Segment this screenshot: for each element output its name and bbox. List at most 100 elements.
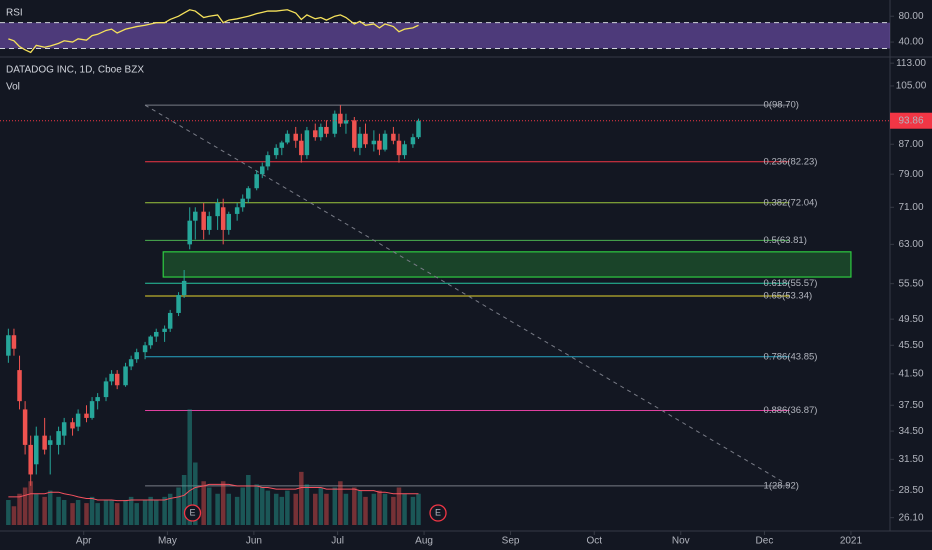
candle-body xyxy=(22,409,28,445)
event-marker xyxy=(183,504,202,522)
candle-body xyxy=(123,366,128,386)
volume-bar xyxy=(70,503,75,525)
volume-bar xyxy=(299,471,304,525)
candle-body xyxy=(313,130,318,138)
candle-body xyxy=(234,207,240,214)
candle-body xyxy=(11,335,17,349)
last-price-label: 93.86 xyxy=(898,115,923,126)
candle-body xyxy=(246,188,251,199)
fib-label: 0.65(53.34) xyxy=(764,290,813,301)
volume-bar xyxy=(128,496,134,525)
volume-bar xyxy=(28,481,33,525)
candle-body xyxy=(201,211,206,230)
candle-body xyxy=(304,130,310,156)
y-tick-label: 45.50 xyxy=(898,340,923,351)
volume-bar xyxy=(324,493,329,525)
candle-body xyxy=(193,211,198,221)
volume-bar xyxy=(416,493,421,525)
candle-body xyxy=(324,126,329,134)
candle-body xyxy=(114,373,120,386)
volume-bar xyxy=(61,500,67,525)
volume-bar xyxy=(332,487,338,525)
x-tick-label: Sep xyxy=(502,536,520,547)
volume-bar xyxy=(215,493,220,525)
volume-bar xyxy=(193,462,198,525)
candle-body xyxy=(109,373,114,382)
candle-body xyxy=(332,113,338,134)
candle-body xyxy=(17,370,22,402)
volume-bar xyxy=(402,493,407,525)
volume-bar xyxy=(265,490,271,525)
volume-bar xyxy=(123,500,128,525)
candle-body xyxy=(363,133,368,145)
fib-label: 1(28.92) xyxy=(764,480,799,491)
volume-bar xyxy=(260,487,265,525)
volume-bar xyxy=(371,493,377,525)
volume-bar xyxy=(343,493,349,525)
volume-bar xyxy=(75,500,81,525)
fib-label: 0.5(63.81) xyxy=(764,235,807,246)
volume-bar xyxy=(201,481,206,525)
volume-bar xyxy=(162,496,167,525)
volume-bar xyxy=(103,500,109,525)
volume-bar xyxy=(95,503,100,525)
volume-bar xyxy=(47,490,53,525)
volume-bar xyxy=(363,496,368,525)
x-tick-label: Jun xyxy=(246,536,262,547)
volume-bar xyxy=(391,496,396,525)
candle-body xyxy=(279,142,285,148)
volume-bar xyxy=(56,496,61,525)
volume-bar xyxy=(11,506,17,525)
candle-body xyxy=(352,120,357,148)
y-tick-label: 105.00 xyxy=(896,81,927,92)
candle-body xyxy=(240,198,245,208)
candle-body xyxy=(206,216,212,230)
x-tick-label: 2021 xyxy=(840,536,863,547)
volume-bar xyxy=(34,493,39,525)
volume-bar xyxy=(84,503,89,525)
volume-bar xyxy=(396,487,402,525)
candle-body xyxy=(34,435,39,465)
candle-body xyxy=(84,413,89,418)
fib-label: 0.786(43.85) xyxy=(764,351,818,362)
volume-bar xyxy=(142,500,148,525)
candle-body xyxy=(396,140,402,156)
candle-body xyxy=(162,328,167,332)
volume-bar xyxy=(254,484,259,525)
candle-body xyxy=(142,345,148,353)
candle-body xyxy=(391,133,396,141)
candle-body xyxy=(416,120,421,138)
fib-label: 0.382(72.04) xyxy=(764,197,818,208)
volume-bar xyxy=(114,503,120,525)
volume-bar xyxy=(187,409,192,525)
candle-body xyxy=(61,422,67,436)
y-tick-label: 87.00 xyxy=(898,139,923,150)
candle-body xyxy=(167,312,173,329)
x-tick-label: Jul xyxy=(331,536,344,547)
candle-body xyxy=(410,137,416,145)
volume-label: Vol xyxy=(6,82,20,93)
candle-body xyxy=(148,336,153,346)
chart-title: DATADOG INC, 1D, Cboe BZX xyxy=(6,65,144,76)
candle-body xyxy=(89,401,95,418)
candle-body xyxy=(343,120,349,124)
fib-label: 0(98.70) xyxy=(764,100,799,111)
x-tick-label: Dec xyxy=(756,536,774,547)
y-tick-label: 113.00 xyxy=(896,58,926,69)
fib-label: 0.886(36.87) xyxy=(764,405,818,416)
candle-body xyxy=(103,381,109,398)
x-tick-label: Nov xyxy=(672,536,690,547)
volume-bar xyxy=(338,481,343,525)
zone xyxy=(162,251,852,278)
volume-ma xyxy=(8,483,419,502)
candle-body xyxy=(181,280,187,296)
x-tick-label: Oct xyxy=(586,536,602,547)
candle-body xyxy=(357,133,363,148)
volume-bar xyxy=(42,496,47,525)
volume-bar xyxy=(181,475,187,525)
volume-bar xyxy=(148,496,153,525)
candle-body xyxy=(299,140,304,156)
candle-body xyxy=(285,133,290,143)
y-tick-label: 41.50 xyxy=(898,368,923,379)
